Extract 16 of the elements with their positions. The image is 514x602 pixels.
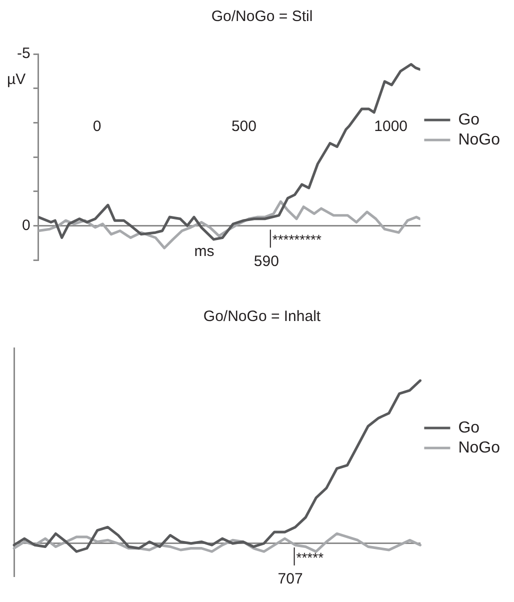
text: 707 — [278, 570, 303, 588]
legend-label: Go — [458, 111, 480, 128]
x-tick-label: 1000 — [374, 118, 408, 135]
ref-line-label: 590 — [254, 252, 279, 270]
legend-label: Go — [458, 419, 480, 436]
chart-title: Go/NoGo = Inhalt — [203, 308, 322, 326]
annotation: ***** — [296, 549, 324, 566]
annotation: ********* — [272, 232, 322, 248]
chart-title: Go/NoGo = Stil — [211, 8, 313, 26]
y-tick-label: -5 — [16, 45, 30, 62]
legend-label: NoGo — [458, 439, 500, 456]
x-tick-label: 500 — [231, 118, 256, 135]
legend-label: NoGo — [458, 131, 500, 148]
x-axis-title: ms — [194, 242, 214, 260]
x-tick-label: 0 — [92, 118, 102, 135]
y-axis-title: µV — [7, 71, 26, 88]
